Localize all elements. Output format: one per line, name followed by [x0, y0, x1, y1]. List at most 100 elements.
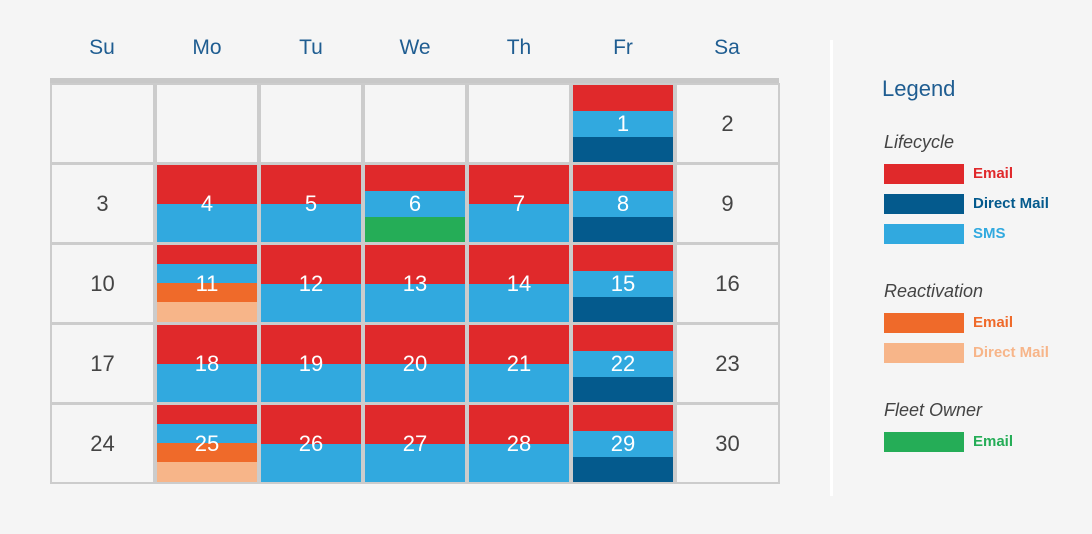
campaign-band-lifecycle-email — [365, 165, 465, 191]
calendar-day-cell: 25 — [155, 403, 259, 484]
day-number: 23 — [715, 350, 740, 376]
calendar-day-cell: 19 — [259, 323, 363, 404]
calendar-day-cell: 1 — [571, 83, 675, 164]
calendar-day-cell: 30 — [675, 403, 780, 484]
campaign-band-lifecycle-email — [261, 405, 361, 444]
day-number: 20 — [402, 350, 428, 376]
calendar-day-cell: 29 — [571, 403, 675, 484]
campaign-band-lifecycle-direct-mail — [573, 457, 673, 482]
campaign-band-lifecycle-sms — [261, 284, 361, 322]
campaign-band-lifecycle-email — [573, 85, 673, 111]
day-number: 3 — [96, 190, 109, 216]
campaign-band-lifecycle-email — [573, 245, 673, 271]
day-number: 28 — [506, 430, 532, 456]
day-number: 19 — [298, 350, 324, 376]
calendar-day-cell — [50, 83, 155, 164]
campaign-band-lifecycle-sms — [365, 284, 465, 322]
campaign-band-lifecycle-email — [573, 325, 673, 351]
campaign-band-lifecycle-sms — [573, 431, 673, 457]
campaign-band-lifecycle-sms — [157, 204, 257, 242]
calendar-day-cell: 12 — [259, 243, 363, 324]
day-number: 7 — [512, 190, 526, 216]
day-number — [365, 85, 465, 162]
campaign-band-lifecycle-direct-mail — [573, 217, 673, 242]
day-number: 9 — [721, 190, 734, 216]
campaign-band-lifecycle-email — [573, 165, 673, 191]
campaign-band-lifecycle-sms — [573, 351, 673, 377]
legend-item-lifecycle-direct-mail: Direct Mail — [884, 194, 1084, 214]
legend-label: Email — [973, 165, 1014, 182]
campaign-band-lifecycle-email — [157, 165, 257, 204]
campaign-band-lifecycle-email — [469, 325, 569, 364]
campaign-band-lifecycle-email — [157, 325, 257, 364]
campaign-band-lifecycle-sms — [261, 364, 361, 402]
calendar-day-cell: 28 — [467, 403, 571, 484]
campaign-calendar: Su Mo Tu We Th Fr Sa 1 2 3 4 5 6 7 8 9 10 11 12 13 14… — [50, 36, 780, 484]
weekday-label: Mo — [192, 36, 222, 59]
campaign-band-reactivation-direct-mail — [157, 302, 257, 322]
campaign-band-reactivation-email — [157, 283, 257, 302]
legend-group-title-fleet-owner: Fleet Owner — [884, 400, 983, 420]
weekday-label: Tu — [299, 36, 323, 59]
campaign-band-lifecycle-email — [469, 405, 569, 444]
day-number — [157, 85, 257, 162]
calendar-day-cell: 9 — [675, 163, 780, 244]
legend-swatch — [884, 194, 964, 214]
legend-swatch — [884, 224, 964, 244]
day-number: 6 — [408, 190, 422, 216]
day-number: 24 — [90, 430, 115, 456]
calendar-day-cell: 18 — [155, 323, 259, 404]
campaign-band-lifecycle-email — [365, 245, 465, 284]
legend-item-fleet-owner-email: Email — [884, 432, 1084, 452]
weekday-label: Fr — [613, 36, 633, 59]
campaign-band-lifecycle-sms — [261, 444, 361, 482]
day-number — [261, 85, 361, 162]
campaign-band-lifecycle-sms — [157, 424, 257, 443]
campaign-band-fleet-owner-email — [365, 217, 465, 242]
campaign-band-lifecycle-sms — [469, 364, 569, 402]
calendar-day-cell — [259, 83, 363, 164]
day-number: 25 — [194, 430, 220, 456]
campaign-band-lifecycle-email — [573, 405, 673, 431]
legend-label: Email — [973, 314, 1014, 331]
calendar-day-cell: 14 — [467, 243, 571, 324]
day-number: 14 — [506, 270, 532, 296]
calendar-day-cell: 16 — [675, 243, 780, 324]
campaign-band-lifecycle-email — [157, 245, 257, 264]
campaign-band-lifecycle-sms — [573, 191, 673, 217]
weekday-label: Sa — [714, 36, 740, 59]
calendar-day-cell: 11 — [155, 243, 259, 324]
day-number: 10 — [90, 270, 115, 296]
campaign-band-lifecycle-sms — [157, 264, 257, 283]
day-number: 2 — [721, 110, 734, 136]
day-number: 22 — [610, 350, 636, 376]
campaign-band-lifecycle-sms — [365, 191, 465, 217]
calendar-day-cell — [155, 83, 259, 164]
campaign-band-lifecycle-email — [261, 325, 361, 364]
campaign-band-lifecycle-sms — [573, 271, 673, 297]
calendar-day-cell: 8 — [571, 163, 675, 244]
legend-group-title-reactivation: Reactivation — [884, 281, 984, 301]
legend-item-reactivation-direct-mail: Direct Mail — [884, 343, 1084, 363]
day-number: 17 — [90, 350, 115, 376]
campaign-band-lifecycle-sms — [469, 284, 569, 322]
campaign-band-lifecycle-email — [261, 165, 361, 204]
calendar-day-cell: 15 — [571, 243, 675, 324]
vertical-divider — [830, 40, 833, 496]
campaign-band-lifecycle-direct-mail — [573, 137, 673, 162]
campaign-band-lifecycle-sms — [157, 364, 257, 402]
legend-swatch — [884, 432, 964, 452]
day-number — [469, 85, 569, 162]
weekday-label: We — [399, 36, 431, 59]
campaign-band-lifecycle-sms — [469, 204, 569, 242]
campaign-band-lifecycle-email — [365, 325, 465, 364]
legend-swatch — [884, 343, 964, 363]
weekday-label: Th — [506, 36, 532, 59]
calendar-day-cell: 23 — [675, 323, 780, 404]
legend-label: Email — [973, 433, 1014, 450]
legend-swatch — [884, 164, 964, 184]
calendar-top-rule — [50, 78, 779, 83]
campaign-band-reactivation-direct-mail — [157, 462, 257, 482]
day-number: 12 — [298, 270, 324, 296]
calendar-grid: 1 2 3 4 5 6 7 8 9 10 11 12 13 14 15 16 17 18 19 20 21 22 23 24 2… — [50, 83, 780, 484]
